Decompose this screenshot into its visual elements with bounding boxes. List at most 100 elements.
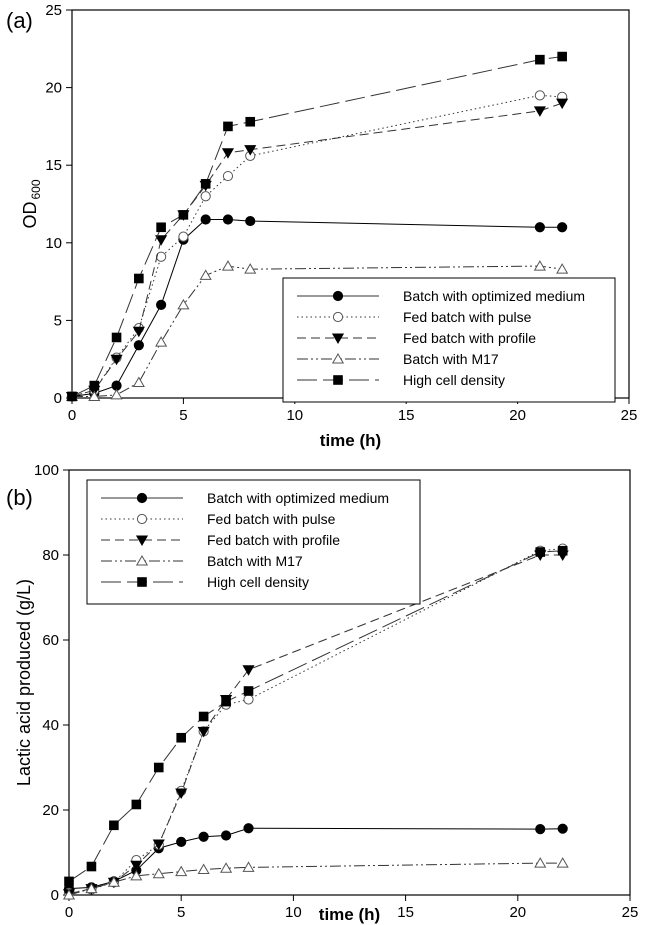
data-point bbox=[245, 116, 256, 127]
plot-frame bbox=[68, 469, 631, 896]
y-tick-label: 20 bbox=[45, 80, 62, 97]
x-tick-label: 20 bbox=[509, 407, 526, 424]
data-point bbox=[243, 694, 254, 705]
series-line bbox=[68, 862, 563, 896]
data-point bbox=[64, 876, 74, 887]
y-tick-label: 10 bbox=[45, 235, 62, 252]
data-point bbox=[111, 380, 122, 391]
legend-label: Batch with optimized medium bbox=[403, 288, 585, 304]
data-point bbox=[177, 298, 190, 310]
y-tick-label: 80 bbox=[42, 547, 59, 564]
data-point bbox=[244, 263, 257, 274]
data-point bbox=[220, 862, 233, 873]
legend-marker bbox=[136, 513, 148, 525]
data-point bbox=[557, 545, 568, 556]
data-point bbox=[155, 235, 168, 246]
legend-label: High cell density bbox=[207, 574, 309, 590]
data-point bbox=[67, 391, 77, 402]
series-line bbox=[68, 554, 563, 895]
legend-label: Fed batch with profile bbox=[403, 330, 536, 346]
data-point bbox=[178, 231, 189, 242]
legend: Batch with optimized medium Fed batch wit… bbox=[86, 479, 421, 605]
y-axis-label: Lactic acid produced (g/L) bbox=[14, 579, 34, 786]
legend-label: Fed batch with profile bbox=[207, 532, 340, 548]
data-point bbox=[197, 863, 210, 874]
data-point bbox=[132, 326, 145, 338]
data-point bbox=[200, 179, 211, 189]
data-point bbox=[109, 820, 119, 831]
y-tick-label: 25 bbox=[45, 2, 62, 19]
y-axis-label: OD600 bbox=[20, 179, 43, 228]
x-tick-label: 25 bbox=[622, 904, 639, 921]
data-point bbox=[221, 260, 235, 271]
x-tick-label: 15 bbox=[397, 904, 414, 921]
x-tick-label: 20 bbox=[509, 904, 526, 921]
data-point bbox=[556, 857, 569, 868]
data-point bbox=[152, 867, 165, 879]
legend-marker bbox=[135, 555, 149, 566]
data-point bbox=[131, 799, 142, 810]
data-point bbox=[176, 836, 187, 847]
panel-label: (b) bbox=[6, 485, 33, 510]
data-point bbox=[534, 222, 545, 233]
data-point bbox=[155, 336, 168, 347]
y-tick-label: 0 bbox=[54, 390, 62, 407]
data-point bbox=[111, 332, 122, 343]
legend: Batch with optimized medium Fed batch wit… bbox=[282, 277, 616, 403]
data-point bbox=[156, 251, 167, 262]
x-tick-label: 25 bbox=[621, 407, 638, 424]
data-point bbox=[130, 869, 143, 881]
x-axis-label: time (h) bbox=[320, 431, 381, 450]
data-point bbox=[153, 762, 164, 773]
y-tick-label: 15 bbox=[45, 157, 62, 174]
series-5 bbox=[67, 51, 567, 402]
panel-label: (a) bbox=[6, 8, 33, 33]
data-point bbox=[557, 51, 567, 62]
data-point bbox=[534, 857, 547, 868]
x-tick-label: 5 bbox=[177, 904, 185, 921]
data-point bbox=[244, 145, 257, 156]
data-point bbox=[557, 222, 568, 233]
data-point bbox=[132, 376, 145, 387]
y-tick-label: 60 bbox=[42, 632, 59, 649]
data-point bbox=[222, 214, 234, 225]
data-point bbox=[243, 823, 254, 834]
legend-marker bbox=[331, 353, 345, 364]
data-point bbox=[198, 831, 209, 842]
data-point bbox=[221, 148, 235, 159]
x-tick-label: 0 bbox=[65, 904, 73, 921]
data-point bbox=[557, 823, 568, 834]
data-point bbox=[533, 106, 546, 117]
data-point bbox=[242, 665, 255, 676]
data-point bbox=[152, 839, 165, 850]
data-point bbox=[535, 547, 546, 557]
data-point bbox=[130, 860, 143, 872]
x-tick-label: 10 bbox=[286, 407, 303, 424]
legend-label: Batch with M17 bbox=[403, 351, 499, 367]
y-tick-label: 20 bbox=[42, 802, 59, 819]
legend-marker bbox=[137, 577, 147, 587]
data-point bbox=[110, 388, 123, 400]
data-point bbox=[107, 876, 120, 887]
data-point bbox=[556, 98, 569, 110]
data-point bbox=[535, 54, 545, 65]
data-point bbox=[175, 788, 188, 799]
data-point bbox=[200, 214, 211, 225]
legend-marker bbox=[135, 535, 149, 546]
data-point bbox=[156, 222, 166, 233]
data-point bbox=[556, 263, 569, 274]
data-point bbox=[245, 215, 256, 227]
data-point bbox=[156, 299, 167, 310]
data-point bbox=[535, 824, 546, 835]
legend-marker bbox=[333, 375, 343, 385]
data-point bbox=[221, 696, 231, 707]
y-tick-label: 100 bbox=[34, 462, 59, 479]
data-point bbox=[242, 861, 255, 872]
data-point bbox=[86, 861, 97, 872]
legend-marker bbox=[332, 311, 344, 323]
y-tick-label: 5 bbox=[54, 312, 62, 329]
legend-label: High cell density bbox=[403, 372, 505, 388]
chart-a: (a) 0 5 10 15 20 25 0 5 10 15 20 25 time (h) OD600 Batc… bbox=[6, 2, 637, 450]
data-point bbox=[533, 260, 546, 271]
